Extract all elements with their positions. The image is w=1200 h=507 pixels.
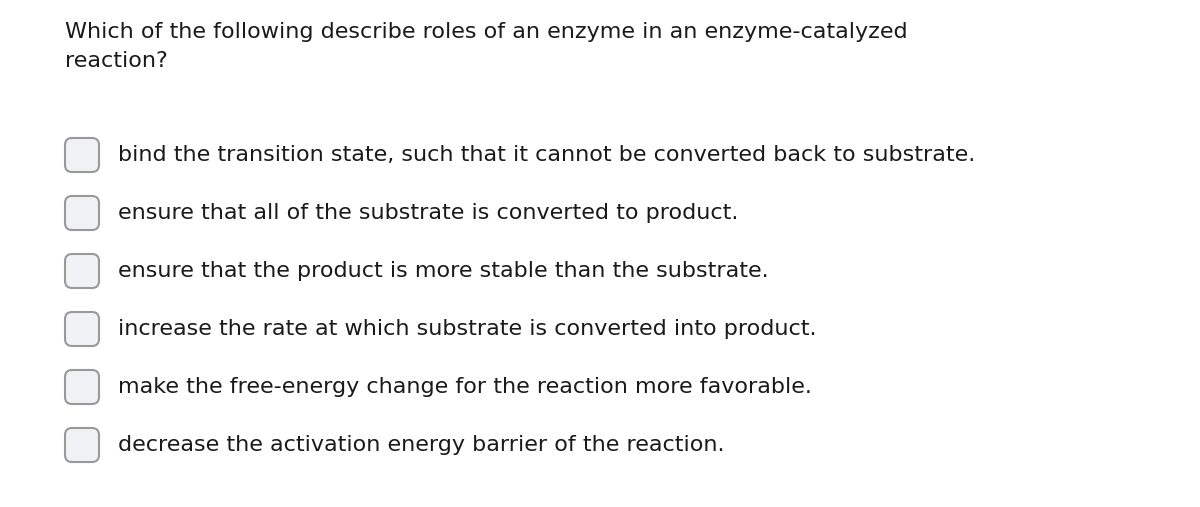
Text: ensure that the product is more stable than the substrate.: ensure that the product is more stable t… [118,261,769,281]
FancyBboxPatch shape [65,370,98,404]
FancyBboxPatch shape [65,196,98,230]
FancyBboxPatch shape [65,428,98,462]
Text: make the free-energy change for the reaction more favorable.: make the free-energy change for the reac… [118,377,812,397]
Text: bind the transition state, such that it cannot be converted back to substrate.: bind the transition state, such that it … [118,145,976,165]
Text: increase the rate at which substrate is converted into product.: increase the rate at which substrate is … [118,319,816,339]
FancyBboxPatch shape [65,312,98,346]
Text: decrease the activation energy barrier of the reaction.: decrease the activation energy barrier o… [118,435,725,455]
FancyBboxPatch shape [65,138,98,172]
Text: Which of the following describe roles of an enzyme in an enzyme-catalyzed
reacti: Which of the following describe roles of… [65,22,907,71]
FancyBboxPatch shape [65,254,98,288]
Text: ensure that all of the substrate is converted to product.: ensure that all of the substrate is conv… [118,203,738,223]
